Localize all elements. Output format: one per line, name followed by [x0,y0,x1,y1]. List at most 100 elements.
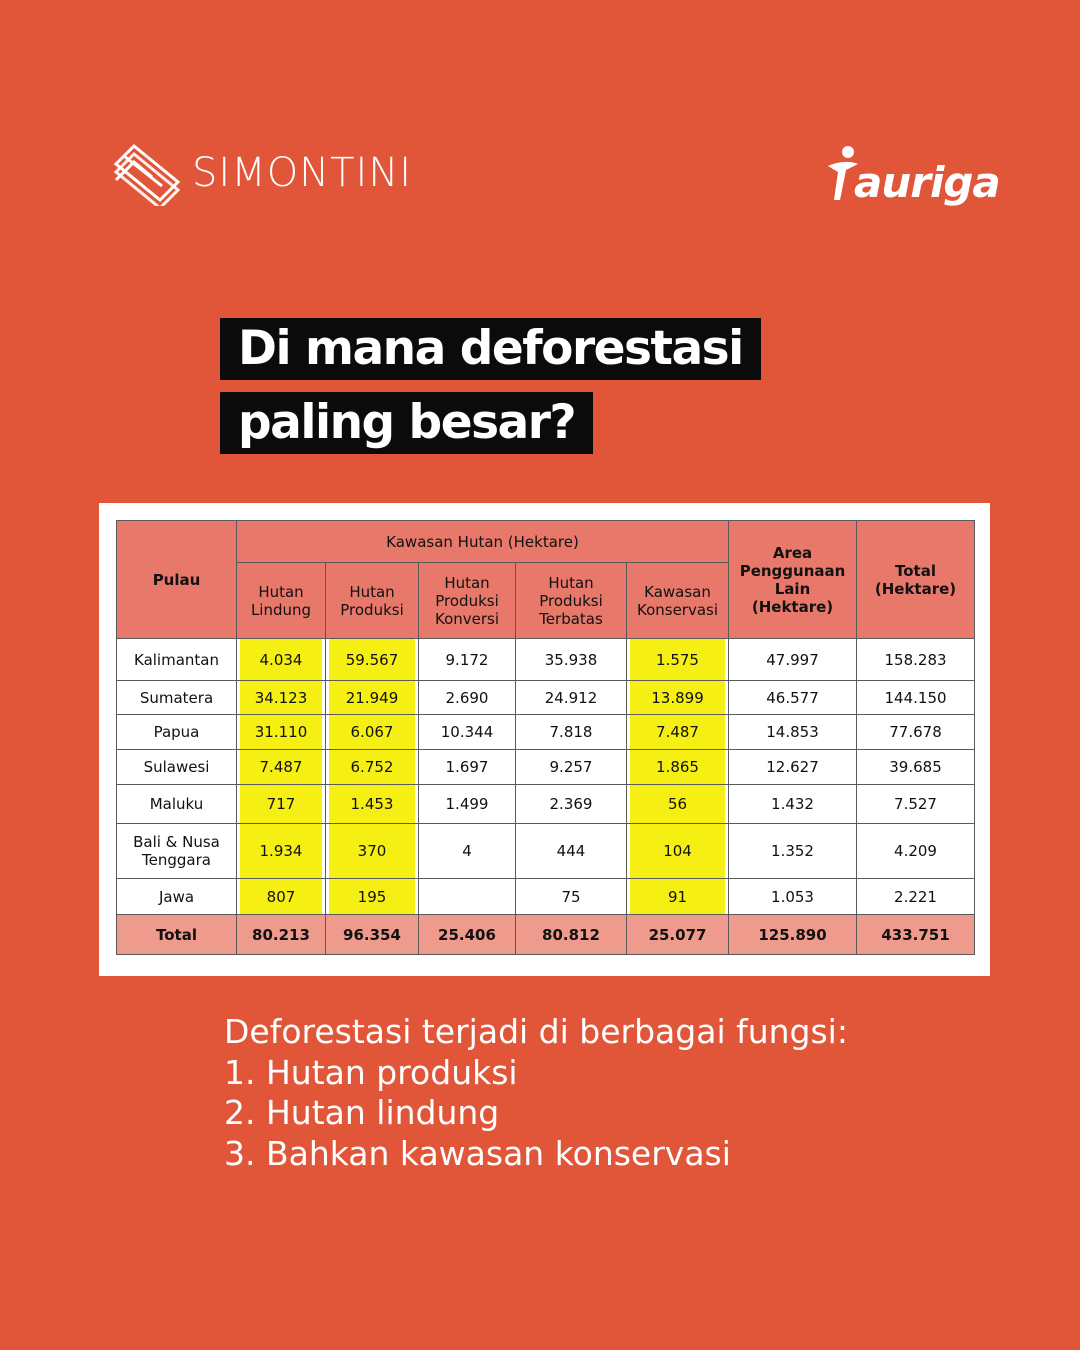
table-row: Bali & Nusa Tenggara 1.934 370 4 444 104 1.352 4… [116,823,976,879]
table-cell: 7.487 [236,749,326,785]
header-col-hutan-produksi: Hutan Produksi [325,562,419,639]
header-group: Kawasan Hutan (Hektare) [235,520,730,563]
total-cell: 80.812 [515,914,627,955]
highlight-mark: 6.067 [329,715,415,749]
auriga-logo-text: auriga [854,158,1001,207]
table-row: Kalimantan 4.034 59.567 9.172 35.938 1.575 47.… [116,638,976,681]
total-label: Total [116,914,237,955]
table-cell: 4.034 [236,638,326,681]
table-cell: 14.853 [728,714,858,750]
header-col-hutan-produksi-terbatas: Hutan Produksi Terbatas [515,562,627,639]
table-cell: 2.221 [856,878,976,915]
highlight-mark: 104 [630,824,726,878]
table-cell: 370 [325,823,419,879]
highlight-mark: 1.934 [240,824,322,878]
table-cell: 21.949 [325,680,419,715]
table-cell: 1.697 [418,749,516,785]
caption: Deforestasi terjadi di berbagai fungsi: … [224,1012,848,1174]
highlight-mark: 370 [329,824,415,878]
table-cell: 75 [515,878,627,915]
table-cell: 7.487 [625,714,730,750]
auriga-logo-icon [828,146,858,200]
highlight-mark: 6.752 [329,750,415,784]
highlight-mark: 34.123 [240,681,322,714]
total-cell: 433.751 [856,914,976,955]
table-cell: 158.283 [856,638,976,681]
table-cell: 77.678 [856,714,976,750]
highlight-mark: 59.567 [329,639,415,680]
table-total-row: Total 80.213 96.354 25.406 80.812 25.077… [116,914,976,955]
table-cell: 7.527 [856,784,976,824]
table-cell: 2.369 [515,784,627,824]
table-cell: 31.110 [236,714,326,750]
highlight-mark: 7.487 [240,750,322,784]
highlight-mark: 1.453 [329,785,415,823]
auriga-logo: auriga [826,134,1001,207]
highlight-mark: 91 [630,879,726,914]
table-cell: 717 [236,784,326,824]
table-cell: 6.752 [325,749,419,785]
table-row: Papua 31.110 6.067 10.344 7.818 7.487 14.853 77… [116,714,976,750]
table-cell: 1.352 [728,823,858,879]
table-cell: 4 [418,823,516,879]
table-row: Sumatera 34.123 21.949 2.690 24.912 13.899 46.… [116,680,976,715]
table-cell: 9.257 [515,749,627,785]
table-cell: 7.818 [515,714,627,750]
highlight-mark: 4.034 [240,639,322,680]
deforestation-table: Pulau Kawasan Hutan (Hektare) Area Penggu… [116,520,976,955]
table-cell: 807 [236,878,326,915]
simontini-logo: SIMONTINI [112,140,412,206]
total-cell: 25.406 [418,914,516,955]
row-region: Bali & Nusa Tenggara [116,823,237,879]
table-cell: 4.209 [856,823,976,879]
table-cell: 2.690 [418,680,516,715]
caption-item: 2. Hutan lindung [224,1093,500,1132]
header-region: Pulau [116,520,237,639]
header-other: Area Penggunaan Lain (Hektare) [728,520,858,639]
table-cell: 56 [625,784,730,824]
table-cell: 34.123 [236,680,326,715]
header-col-hutan-lindung: Hutan Lindung [236,562,326,639]
table-cell: 9.172 [418,638,516,681]
table-cell: 24.912 [515,680,627,715]
caption-item: 3. Bahkan kawasan konservasi [224,1133,731,1173]
table-row: Sulawesi 7.487 6.752 1.697 9.257 1.865 12.627 3… [116,749,976,785]
highlight-mark: 13.899 [630,681,726,714]
total-cell: 125.890 [728,914,858,955]
headline-line-2: paling besar? [220,392,594,454]
caption-item: 1. Hutan produksi [224,1052,518,1092]
highlight-mark: 717 [240,785,322,823]
table-cell: 91 [625,878,730,915]
simontini-logo-icon [113,143,181,206]
table-cell [418,878,516,915]
table-row: Maluku 717 1.453 1.499 2.369 56 1.432 7.527 [116,784,976,824]
header-col-hutan-produksi-konversi: Hutan Produksi Konversi [418,562,516,639]
table-cell: 444 [515,823,627,879]
caption-intro: Deforestasi terjadi di berbagai fungsi: [224,1012,848,1051]
table-cell: 59.567 [325,638,419,681]
table-cell: 1.432 [728,784,858,824]
highlight-mark: 1.575 [630,639,726,680]
row-region: Sumatera [116,680,237,715]
simontini-logo-text: SIMONTINI [192,150,413,196]
table-cell: 1.575 [625,638,730,681]
table-cell: 35.938 [515,638,627,681]
table-cell: 46.577 [728,680,858,715]
table-cell: 1.499 [418,784,516,824]
row-region: Sulawesi [116,749,237,785]
row-region: Kalimantan [116,638,237,681]
highlight-mark: 7.487 [630,715,726,749]
highlight-mark: 807 [240,879,322,914]
table-cell: 104 [625,823,730,879]
total-cell: 80.213 [236,914,326,955]
total-cell: 96.354 [325,914,419,955]
highlight-mark: 56 [630,785,726,823]
header-total: Total (Hektare) [856,520,976,639]
row-region: Papua [116,714,237,750]
row-region: Jawa [116,878,237,915]
headline: Di mana deforestasi paling besar? [220,318,761,466]
highlight-mark: 31.110 [240,715,322,749]
header-col-kawasan-konservasi: Kawasan Konservasi [625,562,730,639]
table-cell: 12.627 [728,749,858,785]
highlight-mark: 195 [329,879,415,914]
